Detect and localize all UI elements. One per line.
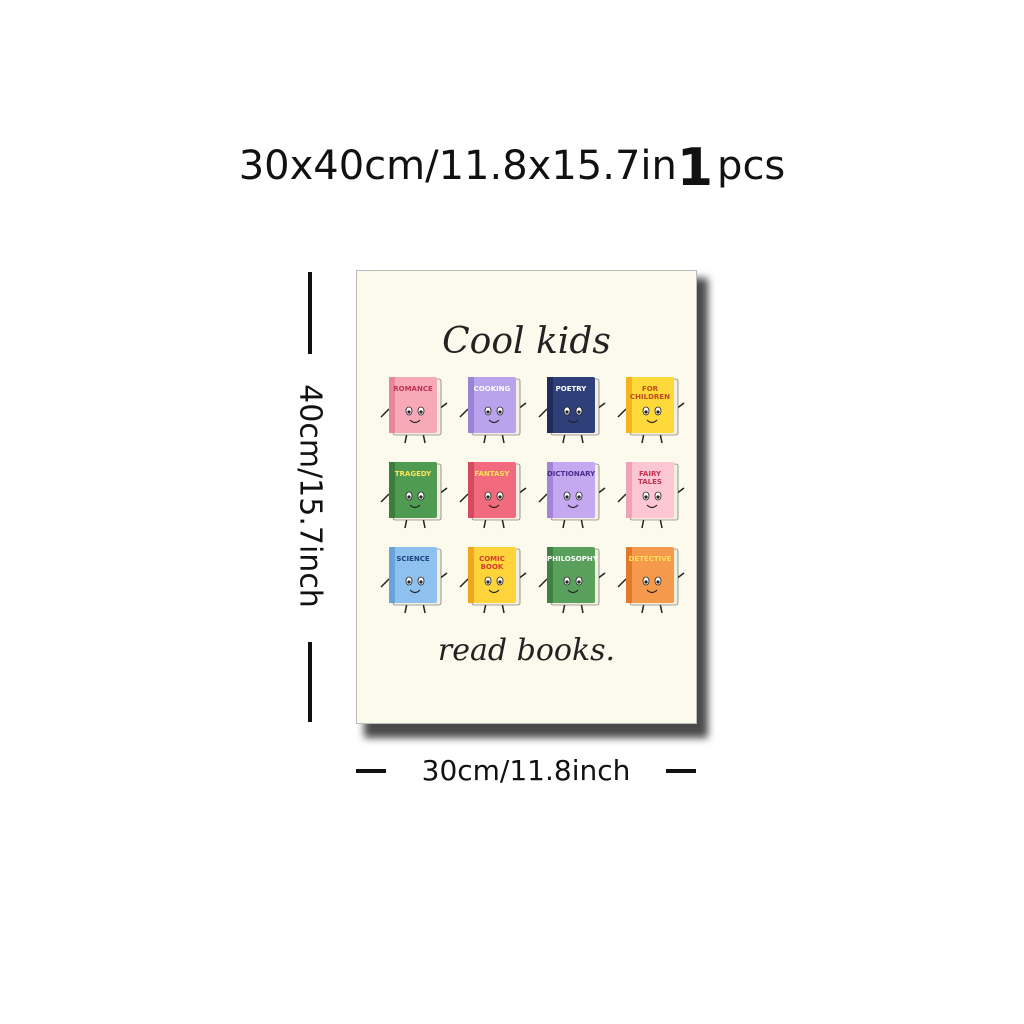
width-dimension-label: 30cm/11.8inch [421,754,631,787]
book-genre-label: PHILOSOPHY [547,555,598,563]
width-dimension: 30cm/11.8inch [356,752,696,792]
dimension-line-bottom [308,642,312,722]
dimension-line-left [356,769,386,773]
book-genre-label: DETECTIVE [628,555,672,563]
book-illustration: POETRY [538,375,611,445]
book-genre-label: ROMANCE [393,385,433,393]
book-genre-label: COOKING [473,385,511,393]
book-genre-label: FOR CHILDREN [630,385,670,401]
book-genre-label: POETRY [555,385,587,393]
quantity-unit: pcs [717,143,786,189]
book-illustration: DICTIONARY [538,460,611,530]
book-genre-label: COMIC BOOK [479,555,505,571]
poster-title-bottom: read books. [437,633,616,668]
book-illustration: TRAGEDY [380,460,453,530]
book-illustration: COMIC BOOK [459,545,532,615]
book-genre-label: FAIRY TALES [638,470,662,486]
height-dimension-label: 40cm/15.7inch [292,384,328,608]
quantity-number: 1 [676,138,714,198]
size-text: 30x40cm/11.8x15.7in [238,143,677,189]
book-genre-label: SCIENCE [396,555,430,563]
poster-title-top: Cool kids [442,321,611,362]
height-dimension: 40cm/15.7inch [290,270,330,722]
book-illustration: SCIENCE [380,545,453,615]
book-illustration: DETECTIVE [617,545,690,615]
book-genre-label: FANTASY [474,470,510,478]
poster: Cool kids read books. ROMANCE COOKING POET… [356,270,697,724]
book-genre-label: TRAGEDY [394,470,432,478]
book-illustration: FAIRY TALES [617,460,690,530]
book-genre-label: DICTIONARY [547,470,596,478]
book-illustration: ROMANCE [380,375,453,445]
book-illustration: COOKING [459,375,532,445]
dimension-line-top [308,272,312,354]
book-illustration: PHILOSOPHY [538,545,611,615]
dimension-line-right [666,769,696,773]
product-size-headline: 30x40cm/11.8x15.7in1 pcs [0,138,1024,198]
book-illustration: FOR CHILDREN [617,375,690,445]
book-illustration: FANTASY [459,460,532,530]
